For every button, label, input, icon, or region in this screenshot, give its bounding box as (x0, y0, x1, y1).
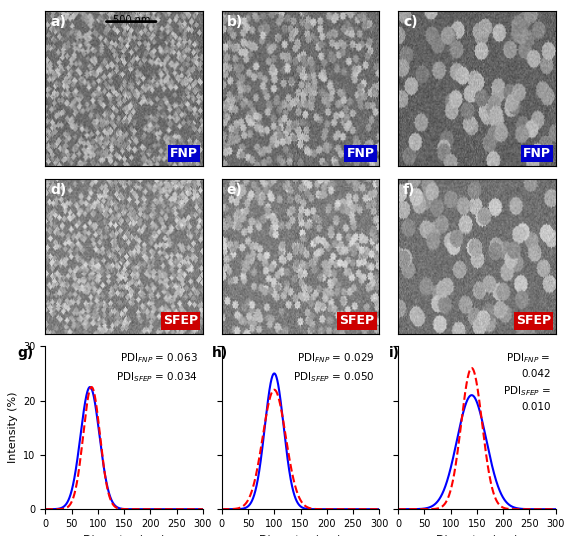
Text: g): g) (17, 346, 33, 360)
Y-axis label: Intensity (%): Intensity (%) (8, 392, 18, 464)
Text: SFEP: SFEP (340, 315, 375, 327)
Text: d): d) (50, 183, 66, 197)
Text: h): h) (212, 346, 229, 360)
Text: b): b) (226, 16, 243, 29)
Text: 500 nm: 500 nm (112, 16, 150, 25)
X-axis label: Diameter (nm): Diameter (nm) (83, 534, 166, 536)
Text: SFEP: SFEP (163, 315, 198, 327)
X-axis label: Diameter (nm): Diameter (nm) (435, 534, 518, 536)
Text: f): f) (403, 183, 415, 197)
Text: e): e) (226, 183, 242, 197)
Text: i): i) (389, 346, 400, 360)
Text: FNP: FNP (523, 147, 551, 160)
Text: FNP: FNP (170, 147, 198, 160)
Text: FNP: FNP (346, 147, 375, 160)
Text: PDI$_{FNP}$ =
0.042
PDI$_{SFEP}$ =
0.010: PDI$_{FNP}$ = 0.042 PDI$_{SFEP}$ = 0.010 (502, 351, 551, 412)
Text: a): a) (50, 16, 66, 29)
Text: PDI$_{FNP}$ = 0.063
PDI$_{SFEP}$ = 0.034: PDI$_{FNP}$ = 0.063 PDI$_{SFEP}$ = 0.034 (116, 351, 198, 384)
Text: SFEP: SFEP (516, 315, 551, 327)
Text: c): c) (403, 16, 417, 29)
Text: PDI$_{FNP}$ = 0.029
PDI$_{SFEP}$ = 0.050: PDI$_{FNP}$ = 0.029 PDI$_{SFEP}$ = 0.050 (293, 351, 375, 384)
X-axis label: Diameter (nm): Diameter (nm) (259, 534, 342, 536)
